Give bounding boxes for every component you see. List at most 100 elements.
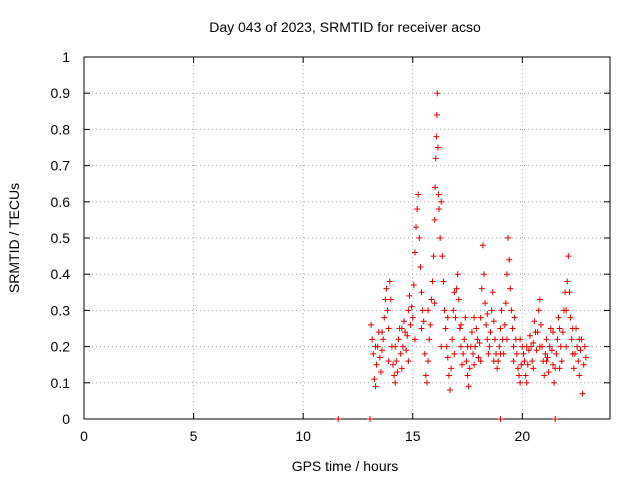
data-point <box>522 372 529 379</box>
data-point <box>537 321 544 328</box>
y-tick-label: 1 <box>62 49 70 65</box>
data-point <box>568 336 575 343</box>
data-point <box>376 354 383 361</box>
data-point <box>530 339 537 346</box>
data-point <box>480 271 487 278</box>
data-point <box>523 379 530 386</box>
data-point <box>576 336 583 343</box>
x-tick-label: 0 <box>80 428 88 444</box>
data-point <box>580 361 587 368</box>
data-point <box>444 314 451 321</box>
data-point <box>556 325 563 332</box>
data-point <box>509 325 516 332</box>
data-point <box>567 314 574 321</box>
data-point <box>445 372 452 379</box>
data-point <box>415 191 422 198</box>
data-point <box>544 354 551 361</box>
data-point <box>394 368 401 375</box>
data-point <box>369 336 376 343</box>
data-point <box>371 376 378 383</box>
data-point <box>534 329 541 336</box>
data-point <box>488 307 495 314</box>
data-point <box>558 358 565 365</box>
data-point <box>386 278 393 285</box>
data-point <box>506 256 513 263</box>
data-point <box>514 365 521 372</box>
data-point <box>546 343 553 350</box>
data-point <box>548 347 555 354</box>
data-point <box>455 296 462 303</box>
data-point <box>497 350 504 357</box>
data-point <box>409 314 416 321</box>
data-point <box>529 358 536 365</box>
data-point <box>399 343 406 350</box>
data-point <box>453 285 460 292</box>
data-point <box>550 329 557 336</box>
data-point <box>497 325 504 332</box>
data-point <box>503 336 510 343</box>
data-point <box>464 343 471 350</box>
data-point <box>513 350 520 357</box>
data-point <box>395 336 402 343</box>
x-tick-label: 15 <box>405 428 421 444</box>
data-point <box>517 379 524 386</box>
y-tick-label: 0.4 <box>51 266 71 282</box>
data-point <box>416 235 423 241</box>
data-point <box>414 206 421 213</box>
data-point <box>428 296 435 303</box>
data-point <box>520 350 527 357</box>
data-point <box>420 318 427 325</box>
data-point <box>391 372 398 379</box>
data-point <box>555 314 562 321</box>
data-point <box>530 365 537 372</box>
data-point <box>382 296 389 303</box>
data-point <box>452 314 459 321</box>
data-point <box>387 296 394 303</box>
data-point <box>390 361 397 368</box>
data-point <box>576 372 583 379</box>
y-tick-label: 0.3 <box>51 302 71 318</box>
data-point <box>405 307 412 314</box>
data-point <box>485 350 492 357</box>
y-tick-label: 0.9 <box>51 85 71 101</box>
data-point <box>536 296 543 303</box>
data-point <box>411 249 418 256</box>
data-point <box>397 350 404 357</box>
data-point <box>373 361 380 368</box>
data-point <box>545 368 552 375</box>
data-point <box>411 336 418 343</box>
data-point <box>425 358 432 365</box>
data-point <box>407 321 414 328</box>
data-point <box>536 343 543 350</box>
data-point <box>563 343 570 350</box>
data-point <box>474 336 481 343</box>
data-point <box>518 361 525 368</box>
data-point <box>368 321 375 328</box>
data-point <box>372 383 379 390</box>
data-point <box>444 354 451 361</box>
y-tick-label: 0.2 <box>51 339 71 355</box>
data-point <box>434 90 441 97</box>
chart-title: Day 043 of 2023, SRMTID for receiver acs… <box>209 19 481 35</box>
data-point <box>579 390 586 397</box>
data-point <box>569 325 576 332</box>
data-point <box>459 361 466 368</box>
data-point <box>471 314 478 321</box>
data-point <box>471 361 478 368</box>
data-point <box>483 321 490 328</box>
y-axis-label: SRMTID / TECUs <box>6 183 22 293</box>
data-point <box>451 350 458 357</box>
data-point <box>557 343 564 350</box>
data-point <box>436 206 443 213</box>
data-point <box>410 282 417 289</box>
data-point <box>552 416 559 422</box>
data-point <box>405 358 412 365</box>
data-point <box>377 368 384 375</box>
data-point <box>582 354 589 361</box>
data-point <box>457 343 464 350</box>
data-point <box>380 336 387 343</box>
data-point <box>497 416 504 422</box>
data-point <box>482 300 489 307</box>
data-point <box>434 144 441 151</box>
